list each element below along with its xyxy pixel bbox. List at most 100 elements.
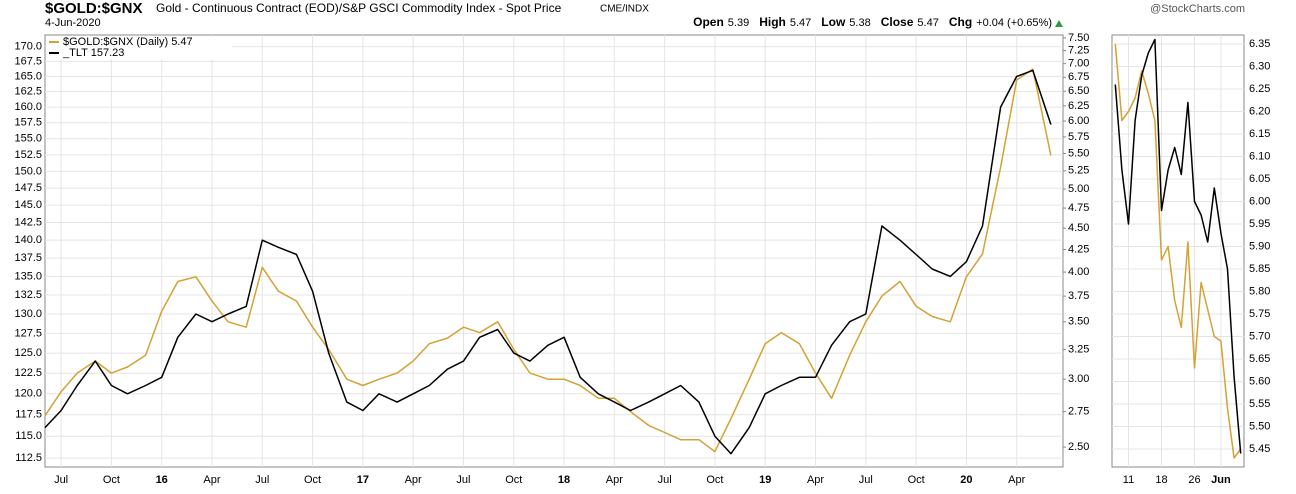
x-tick-label: Oct [706, 474, 723, 486]
y-tick-label: 142.5 [14, 216, 42, 228]
y-tick-label: 112.5 [15, 452, 42, 464]
x-tick-label: Apr [606, 474, 623, 486]
y-tick-label: 145.0 [14, 199, 42, 211]
x-tick-label: Oct [908, 474, 925, 486]
y-tick-label: 5.90 [1249, 240, 1270, 252]
y-tick-label: 117.5 [15, 409, 42, 421]
x-tick-label: Oct [103, 474, 120, 486]
y-tick-label: 132.5 [14, 289, 42, 301]
x-tick-label: 19 [759, 474, 771, 486]
stat-value: 5.47 [790, 17, 811, 29]
stat-value: +0.04 (+0.65%) [976, 17, 1052, 29]
y2-tick-label: 7.25 [1068, 44, 1089, 56]
x-tick-label: 20 [960, 474, 972, 486]
y2-tick-label: 5.75 [1068, 131, 1089, 143]
x-tick-label: Jul [54, 474, 68, 486]
stat-label: High [759, 15, 786, 29]
x-tick-label: Jun [1211, 474, 1231, 486]
y-tick-label: 120.0 [14, 388, 42, 400]
y2-tick-label: 7.00 [1068, 58, 1089, 70]
y-tick-label: 155.0 [14, 133, 42, 145]
description: Gold - Continuous Contract (EOD)/S&P GSC… [156, 1, 562, 15]
symbol: $GOLD:$GNX [45, 0, 143, 17]
legend-entry: $GOLD:$GNX (Daily) 5.47 [63, 36, 193, 48]
legend-bg [47, 37, 232, 48]
y-tick-label: 115.0 [15, 430, 42, 442]
y-tick-label: 170.0 [14, 41, 42, 53]
exchange: CME/INDX [600, 4, 649, 15]
y-tick-label: 5.70 [1249, 330, 1270, 342]
x-tick-label: Jul [456, 474, 470, 486]
y-tick-label: 162.5 [14, 86, 42, 98]
y-tick-label: 5.95 [1249, 218, 1270, 230]
stat-label: Close [881, 15, 914, 29]
y-tick-label: 127.5 [14, 327, 42, 339]
y2-tick-label: 5.50 [1068, 147, 1089, 159]
y-tick-label: 135.0 [14, 270, 42, 282]
x-tick-label: Jul [658, 474, 672, 486]
y-tick-label: 5.75 [1249, 308, 1270, 320]
stat-value: 5.47 [917, 17, 938, 29]
series-line [44, 68, 1052, 453]
y-tick-label: 5.45 [1249, 443, 1270, 455]
y-tick-label: 5.55 [1249, 398, 1270, 410]
y-tick-label: 6.15 [1249, 128, 1270, 140]
y-tick-label: 125.0 [14, 347, 42, 359]
x-tick-label: Apr [203, 474, 220, 486]
date: 4-Jun-2020 [45, 17, 101, 29]
main-plot-frame [44, 34, 1064, 468]
series-line [44, 69, 1052, 455]
source: @StockCharts.com [1150, 3, 1245, 15]
y-tick-label: 5.80 [1249, 285, 1270, 297]
y2-tick-label: 6.50 [1068, 85, 1089, 97]
x-tick-label: 18 [1155, 474, 1167, 486]
x-tick-label: 18 [558, 474, 570, 486]
y2-tick-label: 3.25 [1068, 343, 1089, 355]
legend-entry: _TLT 157.23 [62, 47, 124, 59]
y-tick-label: 5.85 [1249, 263, 1270, 275]
y-tick-label: 165.0 [14, 70, 42, 82]
y-tick-label: 6.35 [1249, 38, 1270, 50]
y-tick-label: 167.5 [14, 55, 42, 67]
y2-tick-label: 5.25 [1068, 165, 1089, 177]
y2-tick-label: 2.50 [1068, 441, 1089, 453]
stat-label: Open [693, 15, 724, 29]
stat-label: Low [821, 15, 846, 29]
x-tick-label: 11 [1123, 474, 1134, 486]
x-tick-label: Oct [505, 474, 522, 486]
y-tick-label: 5.50 [1249, 420, 1270, 432]
y-tick-label: 122.5 [14, 367, 42, 379]
stat-value: 5.38 [849, 17, 870, 29]
y-tick-label: 147.5 [14, 182, 42, 194]
y2-tick-label: 6.75 [1068, 71, 1089, 83]
y-tick-label: 157.5 [14, 117, 42, 129]
y-tick-label: 137.5 [14, 252, 42, 264]
y2-tick-label: 4.25 [1068, 243, 1089, 255]
y-tick-label: 6.05 [1249, 173, 1270, 185]
series-line [1114, 43, 1242, 459]
y2-tick-label: 4.50 [1068, 222, 1089, 234]
y-tick-label: 6.10 [1249, 150, 1270, 162]
y2-tick-label: 7.50 [1068, 32, 1089, 44]
y-tick-label: 140.0 [14, 234, 42, 246]
y-tick-label: 152.5 [14, 149, 42, 161]
y2-tick-label: 3.50 [1068, 316, 1089, 328]
stat-value: 5.39 [728, 17, 749, 29]
y-tick-label: 160.0 [14, 101, 42, 113]
legend-bg [47, 48, 232, 59]
x-tick-label: Apr [405, 474, 422, 486]
y2-tick-label: 4.00 [1068, 266, 1089, 278]
y-tick-label: 150.0 [14, 165, 42, 177]
x-tick-label: Apr [1008, 474, 1025, 486]
y2-tick-label: 6.00 [1068, 115, 1089, 127]
y-tick-label: 6.30 [1249, 60, 1270, 72]
stat-label: Chg [949, 15, 972, 29]
x-tick-label: Oct [304, 474, 321, 486]
zoom-plot-frame [1111, 34, 1245, 468]
x-tick-label: Apr [807, 474, 824, 486]
stats: Open 5.39 High 5.47 Low 5.38 Close 5.47 Chg +0.04… [693, 15, 1052, 29]
x-tick-label: 17 [357, 474, 369, 486]
y-tick-label: 6.00 [1249, 195, 1270, 207]
up-arrow [1055, 20, 1063, 27]
